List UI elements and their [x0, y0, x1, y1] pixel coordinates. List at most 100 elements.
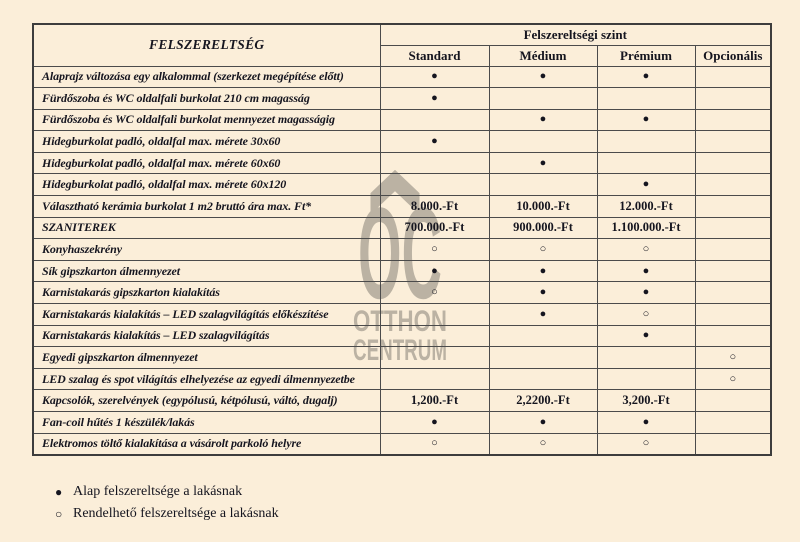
- column-header-standard: Standard: [379, 44, 490, 67]
- empty-cell: [596, 346, 696, 369]
- empty-cell: [694, 195, 772, 218]
- empty-cell: [488, 346, 598, 369]
- row-label: Sík gipszkarton álmennyezet: [32, 259, 381, 283]
- row-label: Fürdőszoba és WC oldalfali burkolat 210 …: [32, 87, 381, 110]
- empty-cell: [694, 389, 772, 412]
- table-row: LED szalag és spot világítás elhelyezése…: [32, 367, 772, 391]
- empty-cell: [379, 324, 490, 348]
- empty-cell: [379, 303, 490, 326]
- price-cell: 900.000.-Ft: [488, 216, 598, 240]
- dot-cell: ●: [488, 259, 598, 283]
- price-cell: 8.000.-Ft: [379, 195, 490, 218]
- row-label: Választható kerámia burkolat 1 m2 bruttó…: [32, 195, 381, 218]
- dot-cell: ●: [596, 324, 696, 348]
- row-label: Fan-coil hűtés 1 készülék/lakás: [32, 411, 381, 434]
- price-cell: 700.000.-Ft: [379, 216, 490, 240]
- group-header-row: FELSZERELTSÉG Felszereltségi szint: [32, 23, 772, 67]
- dot-cell: ○: [379, 281, 490, 305]
- price-cell: 10.000.-Ft: [488, 195, 598, 218]
- dot-cell: ●: [379, 259, 490, 283]
- empty-cell: [379, 367, 490, 391]
- price-cell: 12.000.-Ft: [596, 195, 696, 218]
- dot-cell: ●: [596, 411, 696, 434]
- dot-cell: ●: [379, 65, 490, 89]
- dot-cell: ●: [596, 173, 696, 197]
- column-header-opcionalis: Opcionális: [694, 44, 772, 67]
- empty-cell: [694, 411, 772, 434]
- empty-cell: [694, 324, 772, 348]
- legend-item-orderable: ○ Rendelhető felszereltsége a lakásnak: [55, 503, 279, 525]
- empty-cell: [694, 173, 772, 197]
- price-cell: 3,200.-Ft: [596, 389, 696, 412]
- empty-cell: [379, 346, 490, 369]
- legend: ● Alap felszereltsége a lakásnak ○ Rende…: [55, 481, 279, 525]
- table-row: Hidegburkolat padló, oldalfal max. méret…: [32, 151, 772, 175]
- row-label: LED szalag és spot világítás elhelyezése…: [32, 367, 381, 391]
- dot-cell: ●: [488, 281, 598, 305]
- table-row: Hidegburkolat padló, oldalfal max. méret…: [32, 130, 772, 153]
- dot-cell: ●: [596, 65, 696, 89]
- dot-cell: ●: [379, 130, 490, 153]
- empty-cell: [694, 108, 772, 132]
- dot-cell: ●: [488, 65, 598, 89]
- column-header-medium: Médium: [488, 44, 598, 67]
- empty-cell: [694, 87, 772, 110]
- row-label: Konyhaszekrény: [32, 238, 381, 261]
- row-label: Hidegburkolat padló, oldalfal max. méret…: [32, 151, 381, 175]
- dot-cell: ●: [596, 281, 696, 305]
- dot-cell: ●: [379, 87, 490, 110]
- column-header-premium: Prémium: [596, 44, 696, 67]
- dot-cell: ○: [488, 238, 598, 261]
- equipment-table-wrapper: FELSZERELTSÉG Felszereltségi szint Stand…: [32, 23, 773, 456]
- empty-cell: [488, 87, 598, 110]
- corner-header: FELSZERELTSÉG: [32, 23, 381, 67]
- table-row: Alaprajz változása egy alkalommal (szerk…: [32, 65, 772, 89]
- empty-cell: [488, 130, 598, 153]
- dot-cell: ○: [488, 432, 598, 456]
- dot-cell: ●: [596, 108, 696, 132]
- dot-cell: ○: [596, 238, 696, 261]
- empty-cell: [694, 303, 772, 326]
- empty-cell: [488, 367, 598, 391]
- empty-cell: [379, 108, 490, 132]
- price-cell: 1.100.000.-Ft: [596, 216, 696, 240]
- row-label: Kapcsolók, szerelvények (egypólusú, kétp…: [32, 389, 381, 412]
- empty-cell: [694, 151, 772, 175]
- row-label: SZANITEREK: [32, 216, 381, 240]
- equipment-table: FELSZERELTSÉG Felszereltségi szint Stand…: [32, 23, 773, 456]
- dot-cell: ●: [488, 303, 598, 326]
- open-dot-icon: ○: [55, 506, 63, 521]
- table-row: Konyhaszekrény ○ ○ ○: [32, 238, 772, 261]
- empty-cell: [694, 65, 772, 89]
- level-header-row: Standard Médium Prémium Opcionális: [33, 44, 772, 67]
- row-label: Karnistakarás gipszkarton kialakítás: [32, 281, 381, 305]
- group-header: Felszereltségi szint: [379, 23, 772, 46]
- price-cell: 1,200.-Ft: [379, 389, 490, 412]
- legend-item-basic: ● Alap felszereltsége a lakásnak: [55, 481, 279, 503]
- empty-cell: [694, 432, 772, 456]
- dot-cell: ○: [379, 432, 490, 456]
- empty-cell: [596, 367, 696, 391]
- table-row: Karnistakarás gipszkarton kialakítás ○ ● ●: [32, 281, 772, 305]
- table-row: Sík gipszkarton álmennyezet ● ● ●: [32, 259, 772, 283]
- row-label: Karnistakarás kialakítás – LED szalagvil…: [32, 303, 381, 326]
- table-row: Fürdőszoba és WC oldalfali burkolat menn…: [32, 108, 772, 132]
- dot-cell: ●: [488, 151, 598, 175]
- legend-label: Alap felszereltsége a lakásnak: [73, 484, 243, 499]
- empty-cell: [488, 173, 598, 197]
- dot-cell: ●: [596, 259, 696, 283]
- dot-cell: ●: [488, 108, 598, 132]
- dot-cell: ○: [596, 432, 696, 456]
- dot-cell: ●: [379, 411, 490, 434]
- row-label: Karnistakarás kialakítás – LED szalagvil…: [32, 324, 381, 348]
- table-row: Karnistakarás kialakítás – LED szalagvil…: [32, 324, 772, 348]
- table-row: Fan-coil hűtés 1 készülék/lakás ● ● ●: [32, 411, 772, 434]
- legend-label: Rendelhető felszereltsége a lakásnak: [73, 506, 279, 521]
- row-label: Elektromos töltő kialakítása a vásárolt …: [32, 432, 381, 456]
- row-label: Hidegburkolat padló, oldalfal max. méret…: [32, 173, 381, 197]
- table-row: Karnistakarás kialakítás – LED szalagvil…: [32, 303, 772, 326]
- table-row: Hidegburkolat padló, oldalfal max. méret…: [32, 173, 772, 197]
- empty-cell: [596, 87, 696, 110]
- empty-cell: [694, 238, 772, 261]
- dot-cell: ○: [379, 238, 490, 261]
